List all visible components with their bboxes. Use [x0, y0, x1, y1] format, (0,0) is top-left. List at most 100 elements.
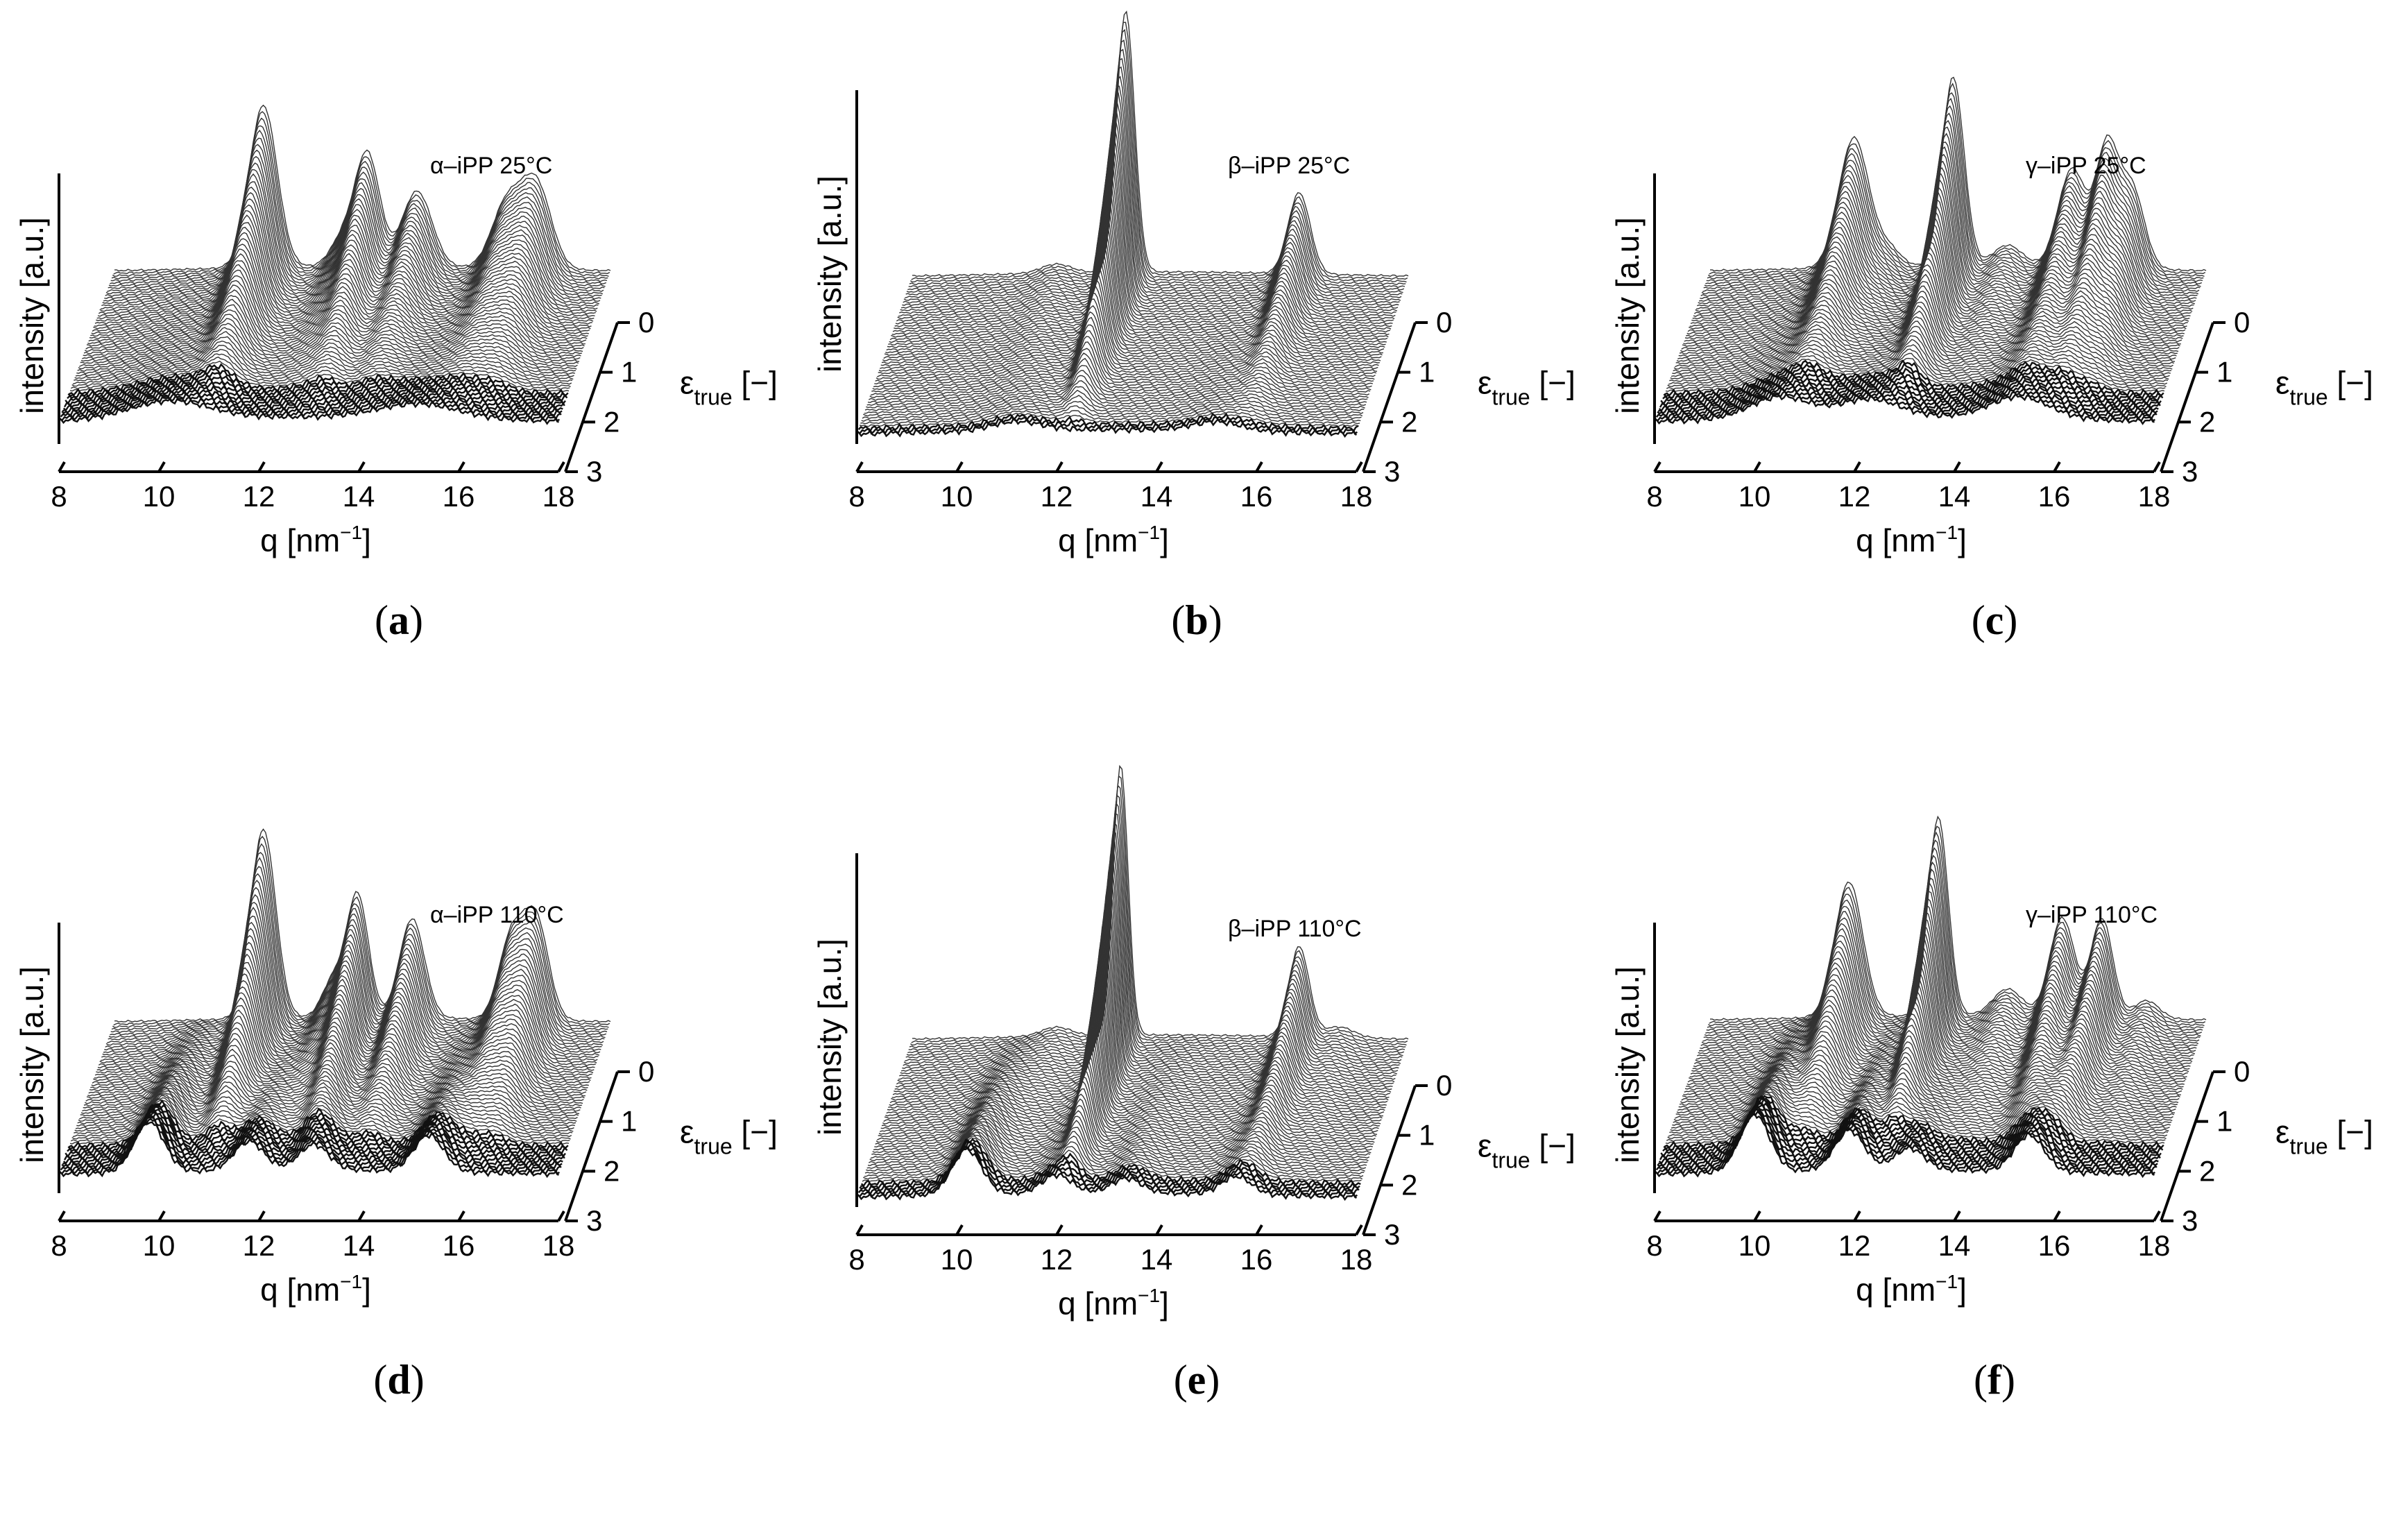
z-tick-label: 1: [2216, 356, 2232, 388]
spectrum-line: [895, 922, 1393, 1088]
z-tick-label: 3: [586, 1204, 602, 1237]
spectrum-line: [889, 975, 1387, 1106]
spectrum-line: [909, 28, 1407, 283]
spectrum-line: [866, 1129, 1365, 1172]
x-tick: [357, 1210, 366, 1222]
spectrum-line: [877, 311, 1376, 377]
spectrum-line: [905, 76, 1403, 296]
spectrum-line: [1693, 945, 2191, 1068]
spectrum-line: [894, 185, 1392, 330]
spectrum-line: [906, 66, 1403, 293]
spectrum-line: [891, 200, 1390, 336]
spectrum-line: [67, 367, 568, 400]
x-axis-label-end: ]: [1958, 1272, 1967, 1308]
spectrum-line: [1673, 316, 2173, 370]
spectrum-line: [902, 111, 1399, 307]
spectrum-line: [1691, 211, 2189, 323]
spectrum-line: [896, 915, 1394, 1086]
spectrum-line: [1703, 869, 2201, 1039]
spectrum-line: [100, 934, 598, 1061]
spectrum-line: [882, 1025, 1381, 1125]
z-axis-label-main: ε: [680, 365, 694, 401]
spectrum-line: [1698, 167, 2196, 305]
spectrum-line: [886, 245, 1385, 352]
spectrum-line: [878, 305, 1377, 375]
z-tick-label: 2: [2199, 1154, 2215, 1187]
x-tick-label: 8: [1646, 1229, 1662, 1262]
spectrum-line: [899, 137, 1396, 314]
waterfall-f: [1654, 815, 2207, 1179]
spectrum-line: [92, 248, 590, 332]
spectrum-line: [1704, 119, 2201, 287]
z-axis-label-end: [−]: [2328, 365, 2373, 401]
x-tick-label: 14: [343, 1229, 375, 1262]
x-tick-label: 16: [443, 1229, 475, 1262]
spectrum-line: [99, 941, 597, 1064]
spectrum-line: [93, 986, 591, 1081]
spectrum-line: [71, 353, 571, 388]
spectrum-line: [1687, 983, 2186, 1083]
spectrum-line: [112, 117, 609, 277]
x-tick: [1355, 461, 1363, 472]
spectrum-line: [856, 418, 1358, 438]
spectrum-line: [94, 973, 592, 1077]
x-tick-label: 14: [1141, 1243, 1173, 1276]
spectrum-line: [1680, 281, 2179, 352]
z-axis-label-sub: true: [1492, 1148, 1530, 1173]
spectrum-line: [98, 209, 596, 315]
spectrum-line: [1687, 234, 2186, 332]
spectrum-line: [99, 204, 597, 312]
spectrum-line: [1684, 253, 2183, 340]
spectrum-line: [891, 207, 1389, 338]
caption-d: (d): [373, 1357, 425, 1403]
x-tick-label: 14: [343, 480, 375, 513]
x-axis-label-main: q [nm: [260, 1272, 340, 1308]
spectrum-line: [869, 357, 1369, 398]
spectrum-line: [71, 1097, 571, 1140]
z-axis-label-main: ε: [1478, 365, 1492, 401]
spectrum-line: [83, 1048, 581, 1110]
spectrum-line: [1706, 105, 2203, 282]
x-tick-label: 18: [2138, 480, 2171, 513]
spectrum-line: [1686, 995, 2184, 1088]
spectrum-line: [903, 92, 1401, 301]
z-tick-label: 3: [1384, 455, 1400, 488]
y-axis-label: intensity [a.u.]: [812, 939, 848, 1136]
x-tick-label: 18: [1340, 480, 1373, 513]
spectrum-line: [1697, 173, 2194, 307]
spectrum-line: [881, 279, 1380, 364]
spectrum-line: [905, 839, 1402, 1062]
spectrum-line: [856, 1146, 1358, 1201]
spectrum-line: [903, 848, 1401, 1064]
spectrum-line: [896, 162, 1394, 323]
spectrum-line: [63, 380, 565, 411]
spectrum-line: [108, 144, 606, 287]
spectrum-line: [873, 336, 1372, 388]
spectrum-line: [114, 104, 611, 272]
x-tick: [855, 1224, 864, 1235]
spectrum-line: [1710, 815, 2207, 1021]
x-tick-label: 8: [51, 480, 67, 513]
spectrum-line: [1695, 180, 2194, 310]
spectrum-line: [862, 1135, 1363, 1180]
spectrum-line: [1686, 989, 2185, 1086]
spectrum-line: [887, 989, 1385, 1112]
z-tick-label: 2: [1401, 1168, 1417, 1201]
spectrum-line: [1684, 258, 2182, 343]
x-tick-label: 12: [1838, 480, 1871, 513]
spectrum-line: [87, 1022, 586, 1097]
spectrum-line: [1665, 357, 2165, 393]
x-tick-label: 16: [1240, 480, 1273, 513]
spectrum-line: [1705, 112, 2203, 284]
spectrum-line: [892, 193, 1390, 333]
x-axis-label: q [nm−1]: [1058, 1285, 1169, 1321]
spectrum-line: [905, 829, 1403, 1059]
spectrum-line: [1666, 352, 2166, 390]
waterfall-d: [58, 828, 611, 1179]
x-tick-label: 16: [2038, 480, 2071, 513]
spectrum-line: [105, 169, 602, 298]
spectrum-line: [96, 222, 595, 320]
spectrum-line: [1689, 971, 2187, 1078]
spectrum-line: [1682, 268, 2180, 348]
